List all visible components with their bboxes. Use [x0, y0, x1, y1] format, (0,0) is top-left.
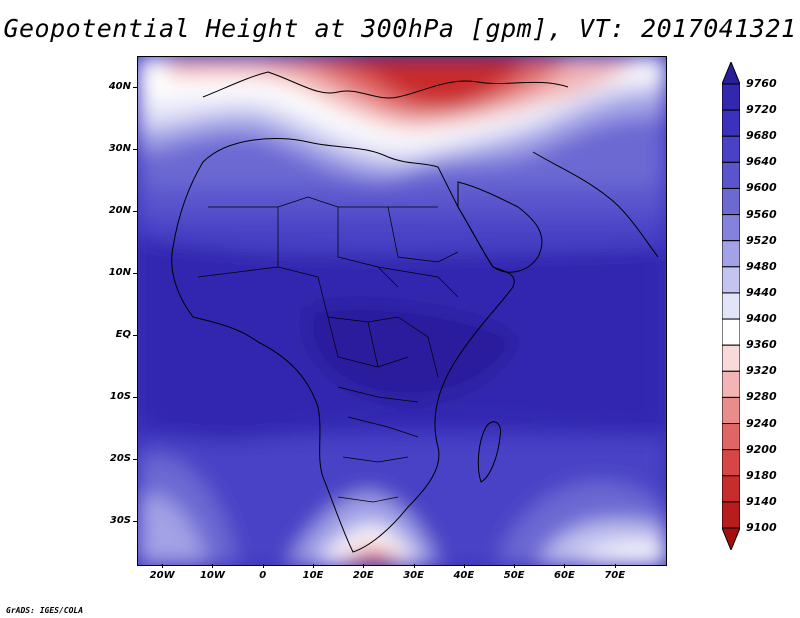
- colorbar-box: [722, 266, 740, 294]
- colorbar-level-label: 9280: [746, 390, 777, 404]
- lat-tick-label: 10N: [108, 266, 131, 278]
- lon-tick-label: 50E: [503, 570, 525, 581]
- lat-tick-mark: [133, 148, 137, 150]
- lat-tick-mark: [133, 334, 137, 336]
- lon-tick-label: 20W: [149, 570, 175, 581]
- colorbar-level-label: 9720: [746, 103, 777, 117]
- lon-tick-mark: [614, 564, 616, 568]
- lat-tick-label: 40N: [108, 80, 131, 92]
- lon-tick-mark: [463, 564, 465, 568]
- colorbar-box: [722, 449, 740, 477]
- colorbar-box: [722, 214, 740, 242]
- map-panel: [137, 56, 667, 566]
- lon-tick-mark: [564, 564, 566, 568]
- lon-tick-label: 30E: [403, 570, 424, 581]
- lat-tick-mark: [133, 210, 137, 212]
- colorbar-level-label: 9240: [746, 416, 777, 430]
- colorbar-box: [722, 187, 740, 216]
- colorbar-box: [722, 292, 740, 320]
- lat-tick-label: 20N: [108, 204, 131, 216]
- colorbar-box: [722, 370, 740, 398]
- colorbar-level-label: 9680: [746, 129, 777, 143]
- lon-tick-label: 10E: [302, 570, 324, 581]
- colorbar-box: [722, 396, 740, 425]
- lon-tick-mark: [313, 564, 314, 568]
- lon-tick-label: 40E: [453, 570, 475, 581]
- colorbar-box: [722, 135, 740, 163]
- lat-tick-label: 30S: [109, 514, 131, 526]
- colorbar-box: [722, 161, 740, 189]
- colorbar-box: [722, 475, 740, 503]
- lat-tick-label: 30N: [108, 142, 131, 154]
- lon-tick-mark: [162, 564, 164, 568]
- colorbar-box: [722, 109, 740, 137]
- colorbar-bottom-arrow: [722, 527, 740, 550]
- colorbar-box: [722, 344, 740, 372]
- colorbar-level-label: 9140: [746, 494, 777, 508]
- lat-tick-mark: [133, 272, 137, 274]
- colorbar-level-label: 9440: [746, 285, 777, 299]
- colorbar-level-label: 9640: [746, 155, 777, 169]
- lat-tick-mark: [133, 520, 137, 522]
- colorbar-level-label: 9100: [746, 521, 777, 534]
- lon-tick-label: 10W: [199, 570, 225, 581]
- colorbar-level-label: 9560: [746, 207, 777, 221]
- colorbar-level-label: 9600: [746, 181, 777, 195]
- chart-title: Geopotential Height at 300hPa [gpm], VT:…: [3, 14, 797, 43]
- lon-tick-label: 60E: [554, 570, 575, 581]
- colorbar: [722, 62, 740, 550]
- colorbar-box: [722, 423, 740, 451]
- colorbar-level-label: 9480: [746, 259, 777, 273]
- colorbar-level-label: 9360: [746, 338, 777, 352]
- lon-tick-mark: [514, 564, 516, 568]
- footer-credit: GrADS: IGES/COLA: [6, 606, 84, 615]
- lon-tick-label: 20E: [352, 570, 374, 581]
- lon-tick-mark: [262, 564, 264, 568]
- height-field-shading: [138, 57, 666, 565]
- lon-tick-mark: [413, 564, 415, 568]
- lat-tick-mark: [133, 86, 137, 88]
- colorbar-level-label: 9200: [746, 442, 777, 456]
- lon-tick-label: 70E: [604, 570, 626, 581]
- lat-tick-label: 10S: [109, 390, 131, 402]
- coastlines: [171, 71, 659, 553]
- geopotential-map: [138, 57, 666, 565]
- colorbar-level-label: 9520: [746, 233, 777, 247]
- country-borders: [197, 196, 459, 503]
- lat-tick-mark: [133, 458, 137, 460]
- colorbar-level-label: 9400: [746, 312, 777, 326]
- colorbar-box: [722, 240, 740, 268]
- lat-tick-label: 20S: [109, 452, 131, 464]
- colorbar-top-arrow: [722, 62, 740, 85]
- colorbar-level-label: 9180: [746, 468, 777, 482]
- lat-tick-label: EQ: [115, 328, 131, 340]
- lat-tick-mark: [133, 396, 137, 398]
- colorbar-box: [722, 83, 740, 111]
- lon-tick-mark: [212, 564, 214, 568]
- lon-tick-label: 0: [259, 570, 267, 581]
- lon-tick-mark: [363, 564, 365, 568]
- colorbar-box: [722, 501, 740, 529]
- colorbar-level-label: 9760: [746, 77, 777, 90]
- colorbar-box: [722, 318, 740, 346]
- colorbar-level-label: 9320: [746, 364, 777, 378]
